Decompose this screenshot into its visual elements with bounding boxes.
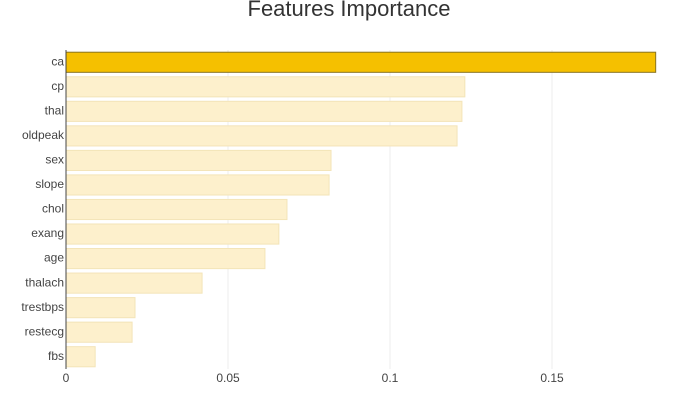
y-tick-label: age	[44, 251, 64, 265]
y-tick-label: fbs	[48, 349, 64, 363]
bar	[65, 248, 266, 270]
y-tick-label: cp	[51, 79, 64, 93]
chart-title: Features Importance	[248, 0, 451, 21]
y-tick-label: slope	[35, 177, 64, 191]
bar	[65, 149, 332, 171]
bar	[65, 174, 330, 196]
x-tick-label: 0.15	[540, 371, 564, 385]
bar	[65, 321, 133, 343]
bar	[65, 198, 288, 221]
x-tick-label: 0.1	[382, 371, 399, 385]
bar	[65, 272, 203, 294]
y-tick-label: restecg	[25, 324, 64, 338]
y-tick-label: chol	[42, 202, 64, 216]
bar	[65, 76, 466, 98]
bar	[65, 51, 657, 73]
y-tick-label: thal	[45, 104, 64, 118]
y-tick-label: ca	[51, 54, 64, 68]
bar	[65, 297, 136, 319]
x-tick-label: 0	[63, 371, 70, 385]
bar	[65, 100, 463, 122]
bar	[65, 223, 280, 245]
bar	[65, 346, 96, 368]
bar	[65, 125, 458, 147]
y-tick-label: trestbps	[21, 300, 64, 314]
y-tick-label: sex	[45, 153, 64, 167]
y-tick-label: oldpeak	[22, 128, 65, 142]
x-tick-label: 0.05	[216, 371, 240, 385]
y-tick-label: thalach	[25, 275, 64, 289]
y-tick-label: exang	[31, 226, 64, 240]
